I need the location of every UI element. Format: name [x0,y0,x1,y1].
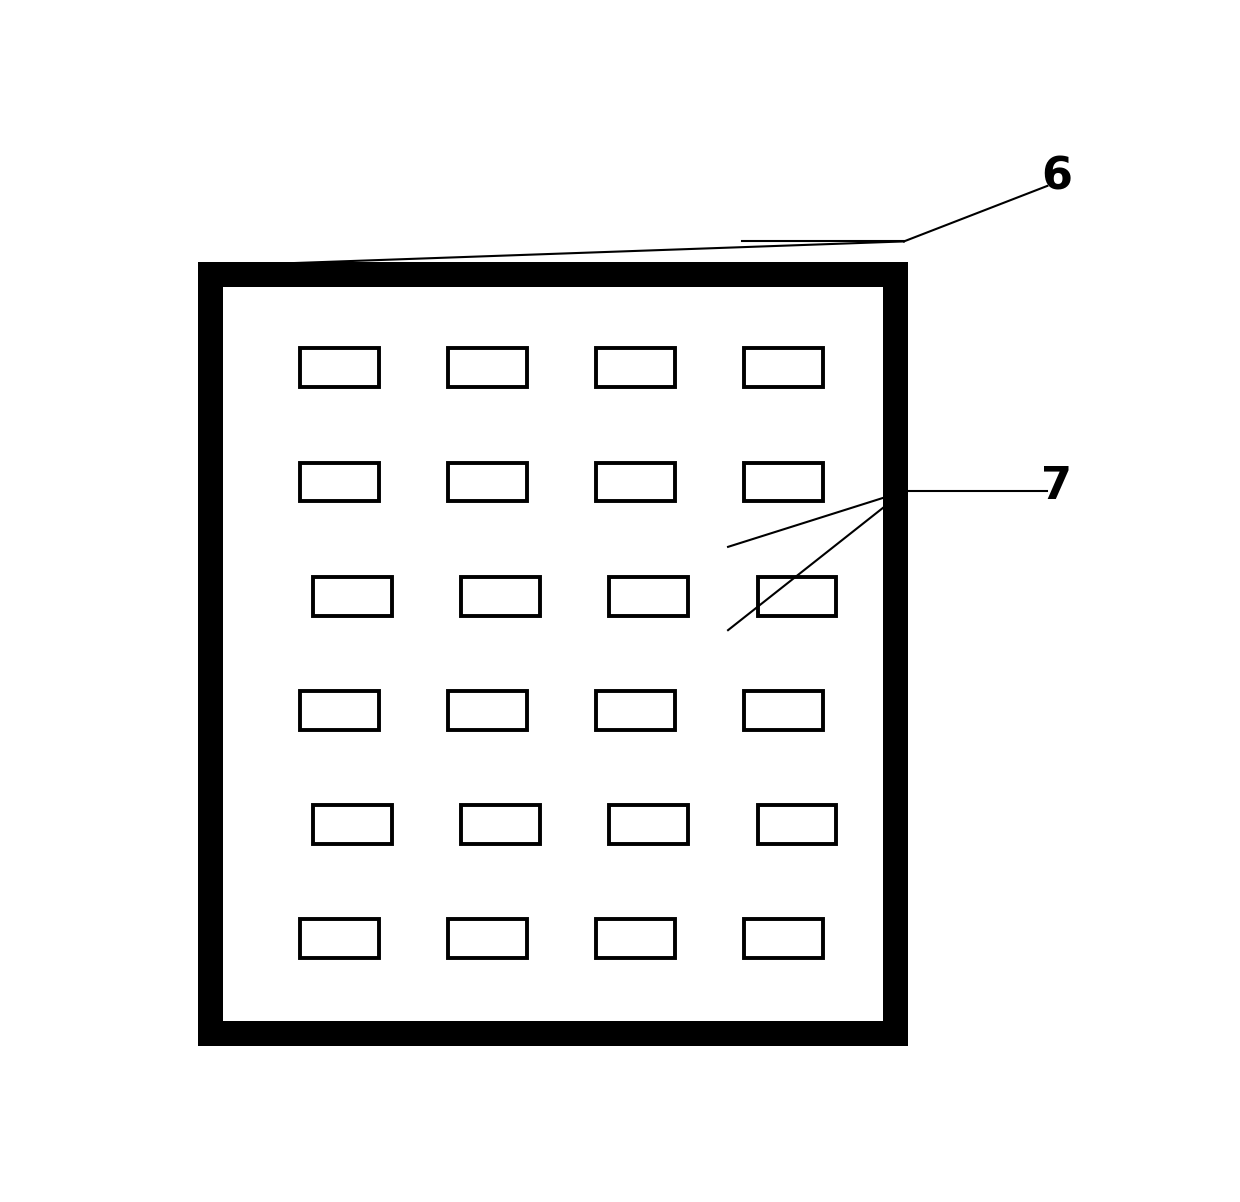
Bar [461,805,541,844]
Bar [610,805,688,844]
Bar [210,274,894,1033]
Bar [300,463,378,501]
Bar [461,577,541,615]
Text: 6: 6 [1042,155,1073,198]
Bar [744,691,823,730]
Bar [596,691,675,730]
Bar [744,463,823,501]
Bar [448,691,527,730]
Bar [448,349,527,387]
Bar [610,577,688,615]
Bar [448,920,527,958]
Bar [596,349,675,387]
Bar [758,577,836,615]
Bar [300,920,378,958]
Bar [448,463,527,501]
Bar [596,463,675,501]
Bar [300,349,378,387]
Bar [744,920,823,958]
Text: 7: 7 [1042,465,1073,508]
Bar [596,920,675,958]
Bar [300,691,378,730]
Bar [314,805,392,844]
Bar [314,577,392,615]
Bar [758,805,836,844]
Bar [744,349,823,387]
